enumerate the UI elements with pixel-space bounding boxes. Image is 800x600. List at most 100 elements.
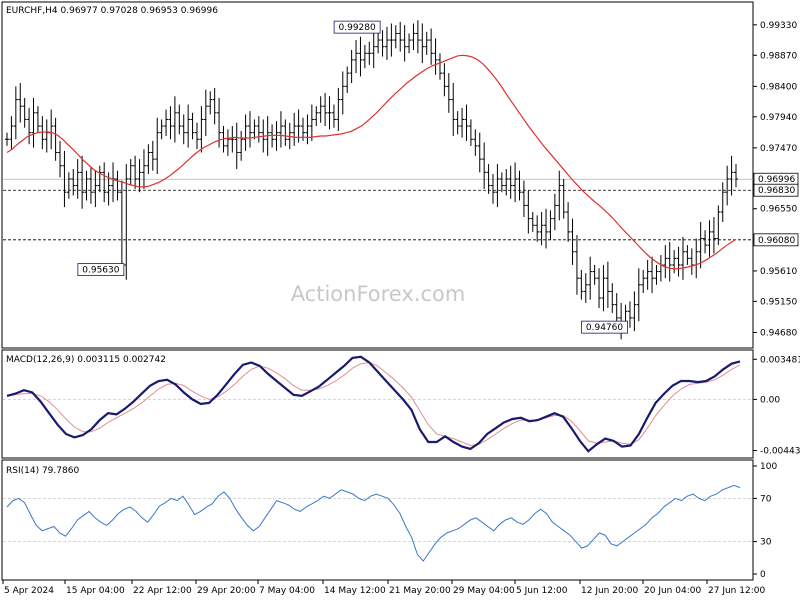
- xtick-label: 7 May 04:00: [259, 586, 315, 596]
- ohlc-bar: [97, 165, 102, 193]
- ohlc-bar: [111, 162, 116, 203]
- macd-panel-frame: [1, 349, 754, 459]
- ohlc-bar: [252, 119, 257, 140]
- ohlc-bar: [168, 106, 173, 140]
- ohlc-bar: [707, 220, 712, 257]
- ohlc-bar: [526, 190, 531, 234]
- ohlc-bar: [225, 129, 230, 156]
- price-panel-title: EURCHF,H4 0.96977 0.97028 0.96953 0.9699…: [6, 6, 218, 16]
- ohlc-bar: [327, 96, 332, 130]
- price-ytick-label: 0.95610: [760, 267, 797, 277]
- price-ytick-label: 0.96550: [760, 205, 797, 215]
- ohlc-bar: [729, 155, 734, 196]
- ohlc-bar: [128, 159, 133, 186]
- ohlc-bar: [190, 112, 195, 140]
- ohlc-bar: [274, 121, 279, 151]
- ohlc-bar: [491, 174, 495, 204]
- ohlc-bar: [672, 250, 677, 274]
- ohlc-bar: [424, 31, 429, 55]
- ohlc-bar: [499, 172, 504, 193]
- xtick-label: 22 Apr 12:00: [133, 586, 192, 596]
- ohlc-bar: [552, 193, 557, 231]
- ohlc-bar: [181, 114, 186, 145]
- rsi-layer: 100 70 30 0: [3, 462, 777, 580]
- ohlc-bar: [186, 104, 191, 148]
- price-box-label: 0.96830: [758, 186, 795, 196]
- ohlc-bar: [35, 106, 40, 133]
- ohlc-bar: [548, 210, 553, 241]
- price-ytick-label: 0.99330: [760, 21, 797, 31]
- ohlc-bar: [371, 31, 376, 69]
- ohlc-bar: [309, 104, 314, 141]
- ohlc-bar: [115, 170, 120, 201]
- ohlc-bar: [398, 21, 403, 52]
- ohlc-bar: [177, 104, 182, 135]
- ohlc-bar: [641, 269, 646, 294]
- xtick-label: 14 May 12:00: [324, 586, 386, 596]
- ohlc-bar: [13, 86, 18, 140]
- ohlc-bar: [513, 162, 518, 203]
- ohlc-bar: [80, 155, 85, 209]
- ohlc-bar: [380, 30, 385, 57]
- ohlc-bar: [517, 170, 522, 201]
- ohlc-bar: [62, 150, 67, 208]
- ohlc-bar: [574, 235, 579, 295]
- ohlc-bar: [172, 96, 177, 143]
- ohlc-bar: [486, 164, 491, 194]
- ohlc-bar: [9, 116, 14, 150]
- ohlc-bar: [164, 109, 169, 136]
- price-box: [753, 183, 799, 197]
- xtick-label: 15 Apr 04:00: [66, 586, 125, 596]
- macd-signal-line: [6, 361, 741, 447]
- ohlc-bar: [433, 38, 438, 75]
- ohlc-bar: [720, 182, 725, 222]
- ohlc-bar: [477, 132, 482, 173]
- ohlc-bar: [292, 112, 297, 146]
- ohlc-bar: [698, 221, 703, 269]
- ohlc-bar: [521, 180, 526, 218]
- xtick-label: 29 Apr 20:00: [197, 586, 256, 596]
- ohlc-bar: [464, 104, 469, 141]
- ohlc-bar: [358, 36, 363, 77]
- ohlc-bar: [402, 25, 407, 62]
- ohlc-bar: [199, 106, 204, 153]
- ohlc-bar: [270, 124, 275, 148]
- ohlc-bar: [455, 111, 460, 135]
- ohlc-bar: [31, 97, 36, 148]
- ohlc-bar: [314, 106, 319, 127]
- macd-layer: 0.003481 0.00 -0.004436: [3, 355, 800, 457]
- ohlc-bar: [495, 164, 500, 208]
- ohlc-bar: [407, 33, 412, 54]
- ohlc-bar: [248, 111, 252, 148]
- ohlc-bar: [283, 119, 288, 146]
- macd-ytick-label: 0.003481: [760, 355, 800, 365]
- ohlc-bar: [384, 26, 389, 60]
- ohlc-bar: [53, 117, 58, 161]
- xtick-label: 20 Jun 04:00: [644, 586, 701, 596]
- ohlc-bar: [278, 111, 283, 148]
- ohlc-bar: [579, 269, 584, 300]
- rsi-panel-frame: [1, 459, 754, 581]
- ohlc-bar: [27, 107, 32, 145]
- ohlc-bar: [22, 97, 27, 128]
- ohlc-bar: [734, 164, 738, 188]
- macd-main-line: [6, 355, 741, 453]
- rsi-ytick-label: 100: [760, 462, 777, 472]
- ohlc-bar: [415, 20, 420, 54]
- xtick-label: 21 May 20:00: [389, 586, 451, 596]
- price-box-label: 0.96996: [758, 175, 795, 185]
- ohlc-bar: [208, 91, 213, 115]
- ohlc-bar: [601, 264, 606, 312]
- price-annotation-label: 0.94760: [586, 323, 623, 333]
- ohlc-bar: [318, 96, 323, 123]
- ohlc-bar: [716, 205, 721, 246]
- ohlc-bar: [133, 155, 138, 189]
- ohlc-bar: [146, 144, 151, 175]
- rsi-panel-title: RSI(14) 79.7860: [6, 466, 79, 476]
- ohlc-bar: [460, 107, 465, 138]
- ohlc-bar: [583, 273, 588, 304]
- ohlc-bar: [566, 202, 571, 242]
- price-box: [753, 233, 799, 247]
